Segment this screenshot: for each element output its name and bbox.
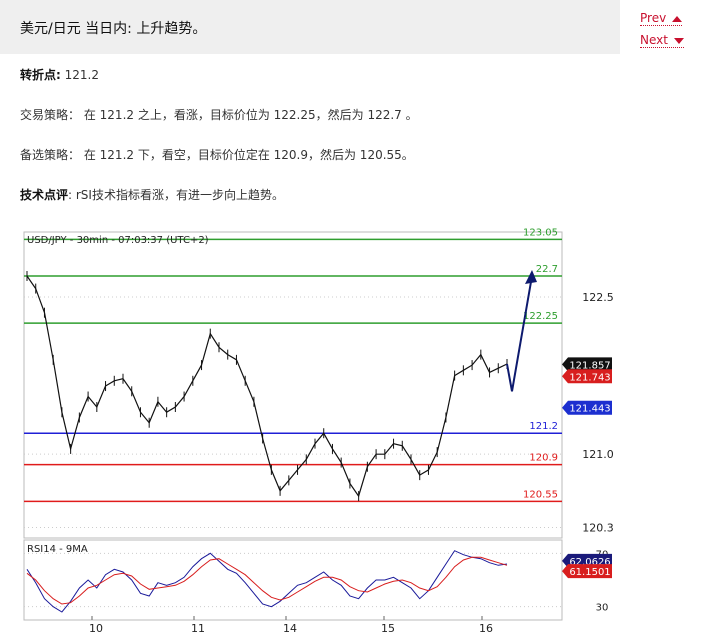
strategy-line: 交易策略： 在 121.2 之上，看涨，目标价位为 122.25，然后为 122… xyxy=(20,106,418,123)
strategy-label: 交易策略： xyxy=(20,108,81,122)
prev-link[interactable]: Prev xyxy=(640,11,683,26)
price-tag-label: 121.857 xyxy=(569,360,610,371)
level-label: 120.9 xyxy=(529,453,558,464)
alt-strategy-label: 备选策略： xyxy=(20,148,81,162)
triangle-down-icon xyxy=(673,37,684,44)
rsi-ma-line xyxy=(26,556,508,605)
price-panel-frame xyxy=(23,231,563,539)
next-link-label: Next xyxy=(640,33,668,47)
alt-strategy-text: 在 121.2 下，看空，目标价位定在 120.9，然后为 120.55。 xyxy=(83,148,414,162)
price-tag xyxy=(562,400,612,415)
rsi-title: RSI14 - 9MA xyxy=(27,544,88,555)
level-label: 120.55 xyxy=(523,489,558,500)
x-tick-label: 15 xyxy=(381,622,395,635)
y-tick-label: 120.3 xyxy=(582,522,614,535)
level-label: 122.25 xyxy=(523,311,558,322)
tech-comment-label: 技术点评 xyxy=(20,188,69,202)
rsi-tag xyxy=(562,564,612,579)
pivot-line: 转折点: 121.2 xyxy=(20,66,99,83)
rsi-tag-label: 62.0626 xyxy=(569,557,610,568)
next-link[interactable]: Next xyxy=(640,33,684,48)
tech-comment-text: : rSI技术指标看涨，有进一步向上趋势。 xyxy=(68,188,284,202)
strategy-text: 在 121.2 之上，看涨，目标价位为 122.25，然后为 122.7 。 xyxy=(83,108,418,122)
price-line xyxy=(26,275,508,498)
prev-link-label: Prev xyxy=(640,11,667,25)
y-tick-label: 121.0 xyxy=(582,448,614,461)
rsi-y-tick-label: 30 xyxy=(596,603,609,614)
level-label: 121.2 xyxy=(529,421,558,432)
price-tag xyxy=(562,369,612,384)
page-title: 美元/日元 当日内: 上升趋势。 xyxy=(20,21,207,37)
level-label: 123.05 xyxy=(523,227,558,238)
price-tag-label: 121.443 xyxy=(569,404,610,415)
projection-arrow xyxy=(506,275,533,392)
x-tick-label: 14 xyxy=(283,622,297,635)
page-header: 美元/日元 当日内: 上升趋势。 xyxy=(0,0,620,54)
rsi-tag-label: 61.1501 xyxy=(569,567,610,578)
chart-title: USD/JPY - 30min - 07:03:37 (UTC+2) xyxy=(27,235,209,246)
x-tick-label: 11 xyxy=(191,622,205,635)
y-tick-label: 122.5 xyxy=(582,291,614,304)
arrow-head-icon xyxy=(525,270,537,285)
pivot-value: 121.2 xyxy=(64,68,99,82)
triangle-up-icon xyxy=(672,15,683,22)
x-tick-label: 16 xyxy=(479,622,493,635)
price-tag-label: 121.743 xyxy=(569,372,610,383)
level-label: 22.7 xyxy=(536,264,558,275)
pivot-label: 转折点: xyxy=(20,68,61,82)
x-tick-label: 10 xyxy=(89,622,103,635)
tech-comment-line: 技术点评: rSI技术指标看涨，有进一步向上趋势。 xyxy=(20,186,284,203)
alt-strategy-line: 备选策略： 在 121.2 下，看空，目标价位定在 120.9，然后为 120.… xyxy=(20,146,414,163)
rsi-line xyxy=(26,550,508,613)
price-tag xyxy=(562,357,612,372)
